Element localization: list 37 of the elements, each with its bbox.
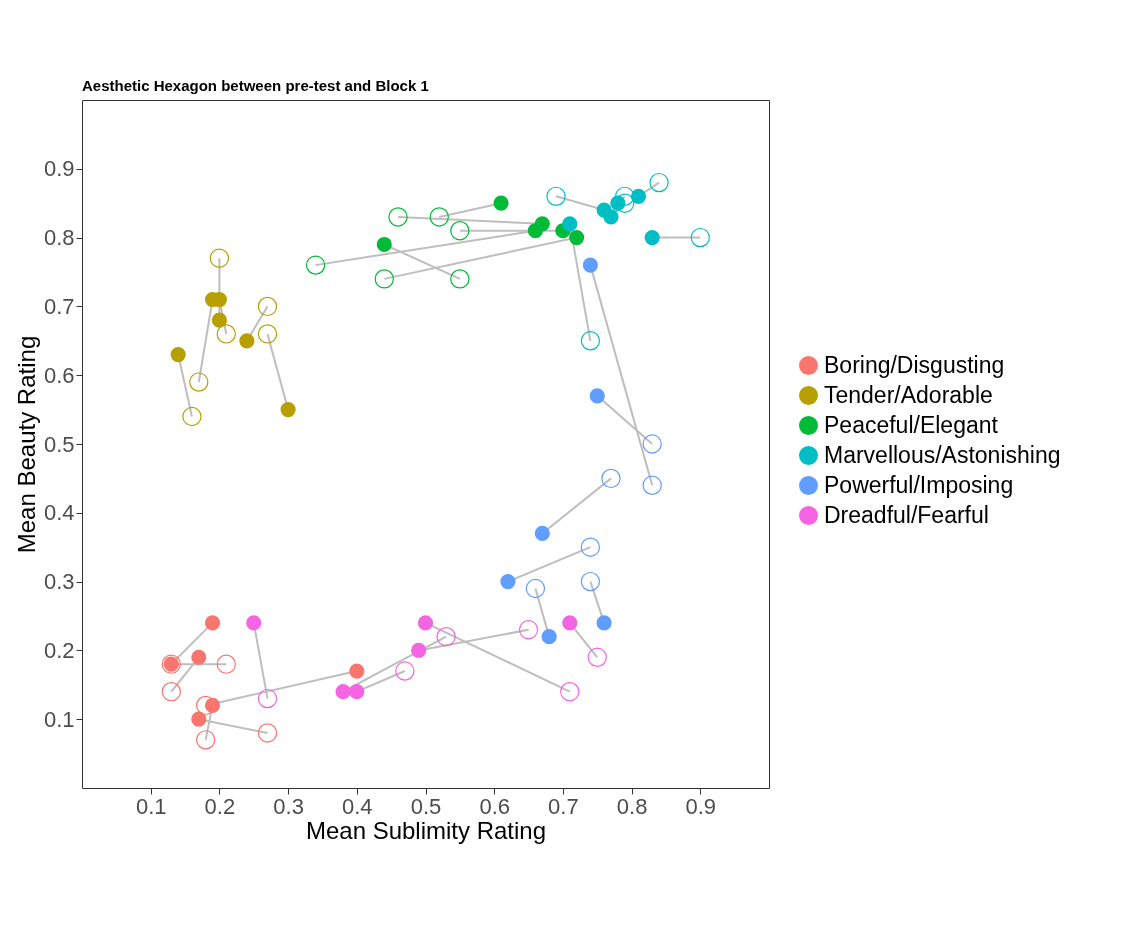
chart-title: Aesthetic Hexagon between pre-test and Block 1 [82, 77, 429, 94]
point [195, 730, 216, 750]
point [644, 230, 660, 246]
point [216, 654, 236, 674]
legend-label: Marvellous/Astonishing [824, 441, 1061, 468]
legend-label: Dreadful/Fearful [824, 501, 989, 528]
point [216, 324, 236, 344]
y-tick-label: 0.5 [43, 431, 75, 457]
x-tick-label: 0.7 [548, 793, 579, 819]
x-tick-label: 0.9 [685, 793, 717, 819]
x-tick-label: 0.2 [204, 793, 236, 819]
y-tick-label: 0.8 [43, 225, 75, 251]
y-tick-label: 0.9 [43, 156, 75, 182]
x-axis-title: Mean Sublimity Rating [305, 816, 547, 844]
y-tick-label: 0.3 [43, 569, 75, 595]
legend-label: Tender/Adorable [824, 381, 993, 408]
x-tick-label: 0.6 [479, 793, 510, 819]
y-axis-title: Mean Beauty Rating [12, 335, 40, 554]
x-tick-label: 0.3 [273, 793, 304, 819]
legend-label: Peaceful/Elegant [824, 411, 999, 438]
point [388, 207, 408, 227]
x-tick-label: 0.4 [342, 793, 373, 819]
point [610, 195, 626, 211]
y-tick-label: 0.7 [43, 293, 75, 319]
x-tick-label: 0.1 [135, 793, 167, 819]
x-tick-label: 0.8 [616, 793, 648, 819]
y-tick-label: 0.2 [43, 637, 75, 663]
point [209, 248, 230, 268]
point [690, 227, 710, 248]
y-tick-label: 0.6 [43, 362, 75, 388]
point [204, 615, 221, 631]
legend-label: Powerful/Imposing [824, 471, 1014, 498]
y-tick-label: 0.4 [43, 500, 75, 526]
y-tick-label: 0.1 [43, 706, 75, 732]
x-tick-label: 0.5 [410, 793, 442, 819]
point [603, 209, 619, 225]
legend-label: Boring/Disgusting [824, 351, 1005, 378]
